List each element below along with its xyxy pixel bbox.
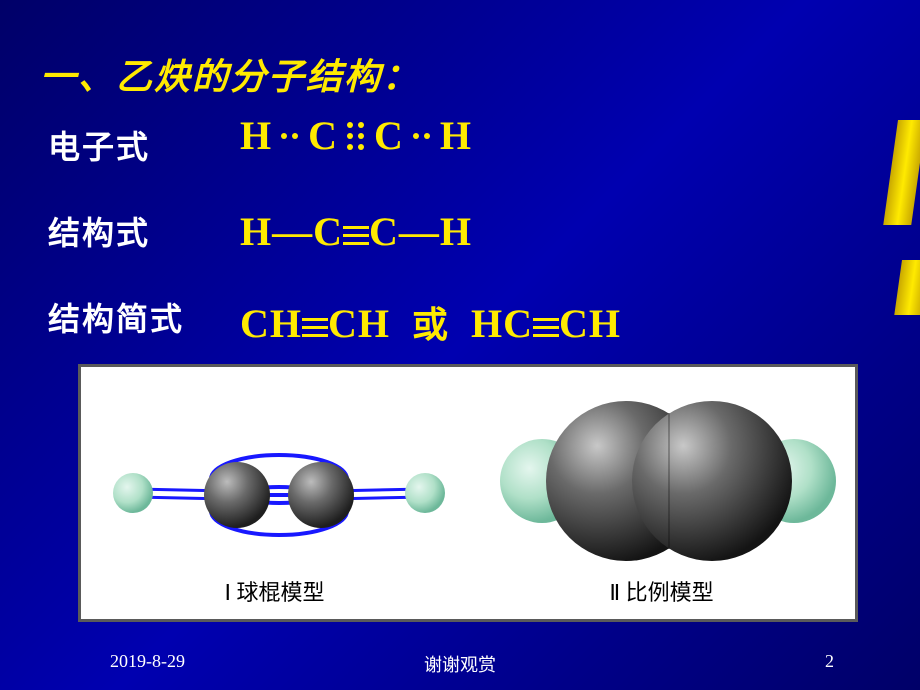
structural-formula: H—CC—H xyxy=(240,208,472,255)
triple-bond-icon xyxy=(533,318,559,338)
bond-dots-single-2 xyxy=(413,133,430,139)
ball-stick-model: Ⅰ 球棍模型 xyxy=(81,367,468,619)
electron-formula: H C C H xyxy=(240,112,471,159)
label-condensed-formula: 结构简式 xyxy=(48,294,184,340)
space-filling-svg xyxy=(498,381,838,581)
space-filling-model: Ⅱ 比例模型 xyxy=(468,367,855,619)
condensed-formula: CHCH 或 HCCH xyxy=(240,296,621,348)
ball-stick-svg xyxy=(99,397,459,577)
bond-dots-single-1 xyxy=(281,133,298,139)
ball-stick-label: Ⅰ 球棍模型 xyxy=(81,575,468,607)
atom-C: C xyxy=(374,112,403,159)
model-panel: Ⅰ 球棍模型 xyxy=(78,364,858,622)
atom-H: H xyxy=(440,112,471,159)
corner-accent-2 xyxy=(894,260,920,315)
atom-C: C xyxy=(308,112,337,159)
slide-footer: 2019-8-29 谢谢观赏 2 xyxy=(0,651,920,672)
footer-page: 2 xyxy=(825,651,834,672)
bond-dots-triple xyxy=(347,122,364,150)
corner-accent-1 xyxy=(883,120,920,225)
slide-heading: 一、乙炔的分子结构： xyxy=(40,48,420,100)
footer-date: 2019-8-29 xyxy=(110,651,185,672)
footer-thanks: 谢谢观赏 xyxy=(424,651,496,677)
or-text: 或 xyxy=(412,305,449,345)
atom-H: H xyxy=(240,112,271,159)
triple-bond-icon xyxy=(302,318,328,338)
triple-bond-icon xyxy=(343,226,369,246)
label-electron-formula: 电子式 xyxy=(48,122,150,168)
space-filling-label: Ⅱ 比例模型 xyxy=(468,575,855,607)
label-structural-formula: 结构式 xyxy=(48,208,150,254)
